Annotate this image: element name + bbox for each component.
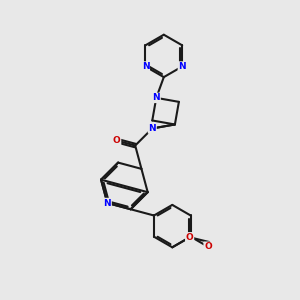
Text: O: O	[113, 136, 121, 145]
Text: N: N	[142, 62, 149, 71]
Text: N: N	[103, 199, 111, 208]
Text: N: N	[178, 62, 186, 71]
Text: O: O	[204, 242, 212, 251]
Text: O: O	[186, 233, 194, 242]
Text: N: N	[152, 93, 160, 102]
Text: N: N	[148, 124, 156, 133]
